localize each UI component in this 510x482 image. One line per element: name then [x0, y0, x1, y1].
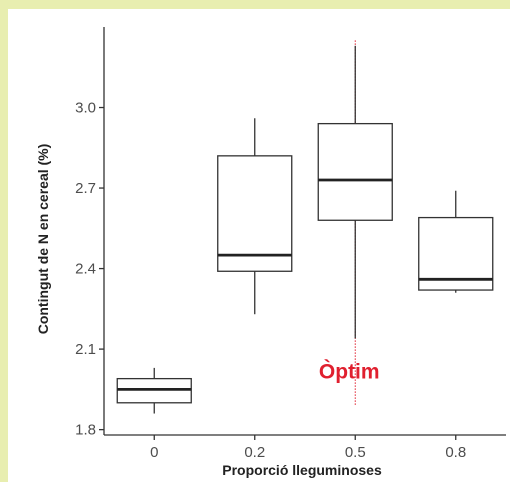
x-tick-label: 0.8: [445, 444, 466, 461]
chart-frame: Òptim 1.8 2.1 2.4 2.7 3.0 0 0.2 0.5 0.8 Proporc…: [8, 9, 510, 482]
box-0-5: [317, 45, 393, 339]
x-axis-title: Proporció lleguminoses: [222, 462, 382, 478]
y-tick-label: 2.7: [75, 180, 96, 197]
x-tick-label: 0: [150, 444, 158, 461]
y-ticks: 1.8 2.1 2.4 2.7 3.0: [75, 100, 104, 439]
y-tick-label: 1.8: [75, 422, 96, 439]
box-iqr: [317, 122, 393, 221]
box-0-2: [217, 118, 293, 315]
plot-area: Òptim: [116, 40, 494, 414]
box-0: [116, 367, 192, 414]
optimum-annotation: Òptim: [319, 360, 380, 384]
y-tick-label: 3.0: [75, 100, 96, 117]
box-iqr: [217, 155, 293, 272]
box-0-8: [418, 190, 494, 293]
y-axis-title: Contingut de N en cereal (%): [35, 144, 51, 335]
x-tick-label: 0.5: [345, 444, 366, 461]
y-tick-label: 2.1: [75, 341, 96, 358]
x-tick-label: 0.2: [244, 444, 265, 461]
boxplot-chart: Òptim 1.8 2.1 2.4 2.7 3.0 0 0.2 0.5 0.8 Proporc…: [35, 27, 506, 478]
y-tick-label: 2.4: [75, 261, 96, 278]
x-ticks: 0 0.2 0.5 0.8: [150, 435, 466, 461]
